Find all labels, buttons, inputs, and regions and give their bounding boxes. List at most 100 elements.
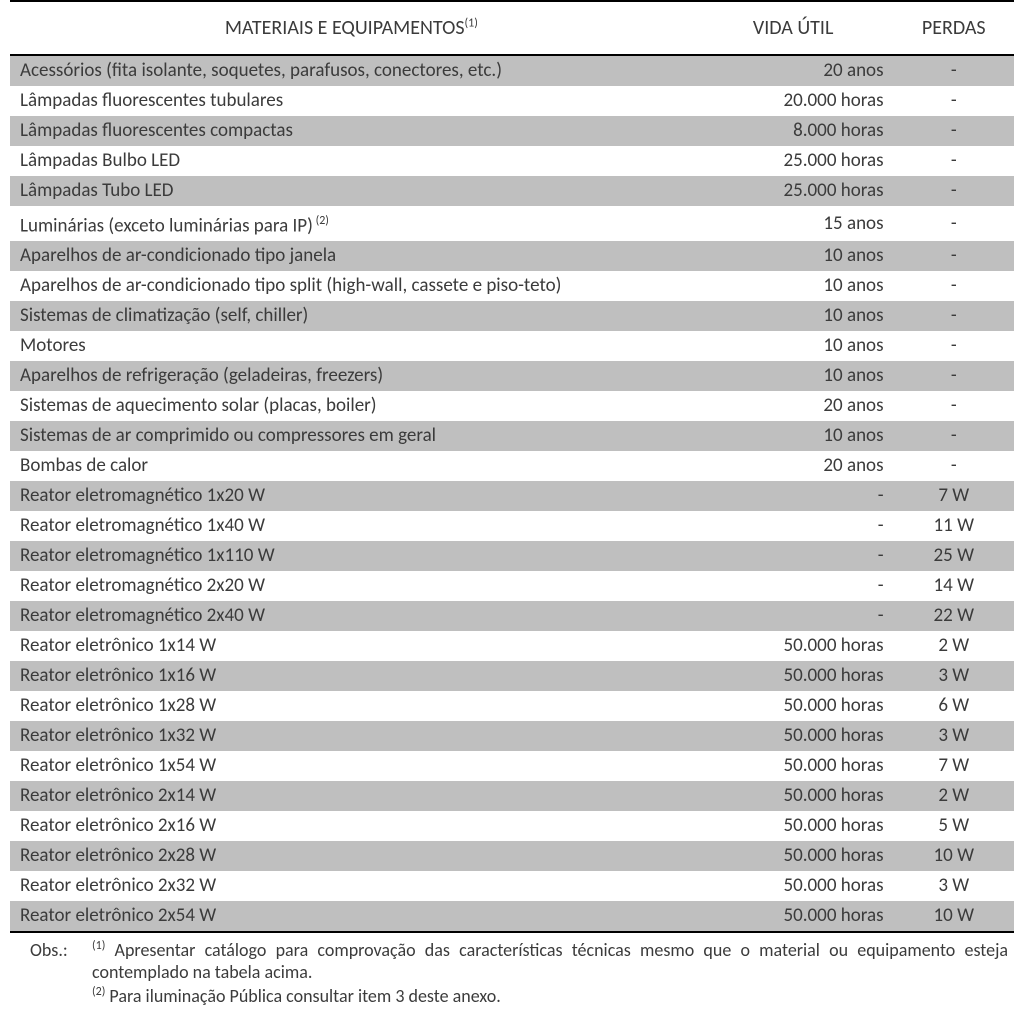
cell-perdas: - (894, 331, 1014, 361)
cell-material-text: Reator eletromagnético 1x40 W (20, 514, 265, 537)
table-row: Lâmpadas Tubo LED25.000 horas- (10, 176, 1014, 206)
cell-perdas: - (894, 271, 1014, 301)
cell-material-text: Reator eletrônico 2x54 W (20, 904, 216, 927)
table-row: Sistemas de aquecimento solar (placas, b… (10, 391, 1014, 421)
cell-vida-util: - (693, 481, 894, 511)
cell-perdas: 10 W (894, 841, 1014, 871)
cell-material: Lâmpadas fluorescentes tubulares (10, 86, 693, 116)
cell-vida-util: 10 anos (693, 301, 894, 331)
cell-material: Sistemas de climatização (self, chiller) (10, 301, 693, 331)
cell-perdas: 3 W (894, 721, 1014, 751)
cell-material-text: Reator eletromagnético 1x110 W (20, 544, 275, 567)
cell-vida-util: 10 anos (693, 421, 894, 451)
cell-vida-util: 50.000 horas (693, 871, 894, 901)
cell-material-text: Acessórios (fita isolante, soquetes, par… (20, 59, 502, 82)
cell-vida-util: 20 anos (693, 451, 894, 481)
cell-vida-util: 10 anos (693, 271, 894, 301)
cell-vida-util: 50.000 horas (693, 841, 894, 871)
cell-perdas: 14 W (894, 571, 1014, 601)
cell-vida-util: 25.000 horas (693, 146, 894, 176)
cell-perdas: 5 W (894, 811, 1014, 841)
cell-vida-util: 25.000 horas (693, 176, 894, 206)
cell-material-text: Aparelhos de ar-condicionado tipo janela (20, 244, 336, 267)
cell-material-text: Lâmpadas Tubo LED (20, 179, 173, 202)
cell-perdas: 25 W (894, 541, 1014, 571)
cell-material: Sistemas de ar comprimido ou compressore… (10, 421, 693, 451)
cell-perdas: 7 W (894, 751, 1014, 781)
cell-material: Aparelhos de ar-condicionado tipo janela (10, 241, 693, 271)
cell-material: Motores (10, 331, 693, 361)
column-header-perdas: PERDAS (894, 1, 1014, 55)
cell-material: Acessórios (fita isolante, soquetes, par… (10, 55, 693, 86)
cell-vida-util: 15 anos (693, 206, 894, 241)
cell-vida-util: 50.000 horas (693, 721, 894, 751)
table-row: Lâmpadas fluorescentes tubulares20.000 h… (10, 86, 1014, 116)
table-row: Reator eletromagnético 2x40 W-22 W (10, 601, 1014, 631)
cell-material-text: Aparelhos de ar-condicionado tipo split … (20, 274, 561, 297)
cell-perdas: 2 W (894, 631, 1014, 661)
table-row: Reator eletromagnético 2x20 W-14 W (10, 571, 1014, 601)
cell-material: Lâmpadas fluorescentes compactas (10, 116, 693, 146)
cell-perdas: - (894, 301, 1014, 331)
observations-body: (1) Apresentar catálogo para comprovação… (92, 939, 1014, 1009)
cell-material: Reator eletrônico 2x28 W (10, 841, 693, 871)
cell-material: Reator eletromagnético 2x20 W (10, 571, 693, 601)
table-row: Sistemas de climatização (self, chiller)… (10, 301, 1014, 331)
table-row: Aparelhos de ar-condicionado tipo janela… (10, 241, 1014, 271)
column-header-sup: (1) (465, 16, 478, 30)
cell-perdas: 6 W (894, 691, 1014, 721)
page-container: MATERIAIS E EQUIPAMENTOS(1) VIDA ÚTIL PERD… (0, 0, 1024, 1029)
cell-material-text: Sistemas de climatização (self, chiller) (20, 304, 308, 327)
cell-material: Lâmpadas Tubo LED (10, 176, 693, 206)
table-header-row: MATERIAIS E EQUIPAMENTOS(1) VIDA ÚTIL PERD… (10, 1, 1014, 55)
cell-vida-util: 50.000 horas (693, 691, 894, 721)
cell-perdas: - (894, 116, 1014, 146)
table-row: Reator eletrônico 2x16 W50.000 horas5 W (10, 811, 1014, 841)
cell-material-text: Luminárias (exceto luminárias para IP) (20, 214, 313, 237)
cell-vida-util: 50.000 horas (693, 901, 894, 932)
cell-material: Reator eletromagnético 2x40 W (10, 601, 693, 631)
cell-material-text: Reator eletromagnético 2x40 W (20, 604, 265, 627)
cell-material: Reator eletrônico 1x28 W (10, 691, 693, 721)
column-header-label: PERDAS (922, 16, 986, 40)
cell-perdas: 11 W (894, 511, 1014, 541)
cell-material: Reator eletromagnético 1x40 W (10, 511, 693, 541)
cell-material-text: Reator eletrônico 1x54 W (20, 754, 216, 777)
cell-material: Aparelhos de ar-condicionado tipo split … (10, 271, 693, 301)
cell-perdas: - (894, 391, 1014, 421)
cell-perdas: 7 W (894, 481, 1014, 511)
column-header-vida: VIDA ÚTIL (693, 1, 894, 55)
table-row: Aparelhos de ar-condicionado tipo split … (10, 271, 1014, 301)
cell-material-text: Reator eletromagnético 1x20 W (20, 484, 265, 507)
cell-material: Reator eletrônico 1x54 W (10, 751, 693, 781)
observation-note-sup: (2) (92, 985, 105, 999)
cell-material: Reator eletrônico 1x32 W (10, 721, 693, 751)
cell-material: Reator eletrônico 1x16 W (10, 661, 693, 691)
cell-material: Lâmpadas Bulbo LED (10, 146, 693, 176)
table-row: Bombas de calor20 anos- (10, 451, 1014, 481)
cell-material: Aparelhos de refrigeração (geladeiras, f… (10, 361, 693, 391)
cell-material-text: Reator eletrônico 1x16 W (20, 664, 216, 687)
table-row: Lâmpadas fluorescentes compactas8.000 ho… (10, 116, 1014, 146)
table-row: Motores10 anos- (10, 331, 1014, 361)
cell-material-text: Reator eletrônico 1x28 W (20, 694, 216, 717)
table-row: Aparelhos de refrigeração (geladeiras, f… (10, 361, 1014, 391)
cell-vida-util: 20 anos (693, 391, 894, 421)
cell-material: Reator eletromagnético 1x20 W (10, 481, 693, 511)
cell-perdas: - (894, 241, 1014, 271)
cell-material-text: Bombas de calor (20, 454, 148, 477)
observations-label: Obs.: (10, 939, 92, 1009)
table-row: Acessórios (fita isolante, soquetes, par… (10, 55, 1014, 86)
cell-material: Sistemas de aquecimento solar (placas, b… (10, 391, 693, 421)
table-row: Lâmpadas Bulbo LED25.000 horas- (10, 146, 1014, 176)
cell-perdas: 2 W (894, 781, 1014, 811)
cell-material: Bombas de calor (10, 451, 693, 481)
cell-material-text: Lâmpadas fluorescentes tubulares (20, 89, 283, 112)
cell-perdas: 10 W (894, 901, 1014, 932)
column-header-label: MATERIAIS E EQUIPAMENTOS (225, 16, 465, 40)
table-row: Reator eletromagnético 1x110 W-25 W (10, 541, 1014, 571)
observations: Obs.: (1) Apresentar catálogo para compr… (10, 939, 1014, 1009)
cell-perdas: - (894, 421, 1014, 451)
table-body: Acessórios (fita isolante, soquetes, par… (10, 55, 1014, 932)
table-row: Reator eletrônico 2x54 W 50.000 horas10 W (10, 901, 1014, 932)
